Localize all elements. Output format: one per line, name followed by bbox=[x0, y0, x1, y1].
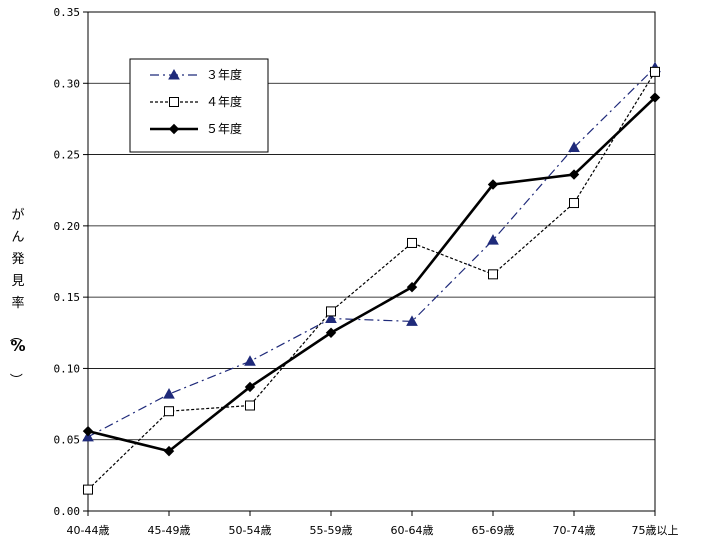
x-tick-label: 70-74歳 bbox=[553, 524, 596, 537]
data-point bbox=[82, 425, 94, 437]
x-tick-label: 65-69歳 bbox=[472, 524, 515, 537]
data-point bbox=[568, 169, 580, 180]
data-point bbox=[169, 97, 179, 107]
x-tick-label: 40-44歳 bbox=[67, 524, 110, 537]
series-2 bbox=[83, 66, 660, 495]
legend-label: ５年度 bbox=[206, 121, 242, 136]
data-point bbox=[325, 312, 337, 324]
data-point bbox=[163, 445, 175, 457]
y-tick-label: 0.25 bbox=[54, 149, 81, 162]
x-tick-label: 45-49歳 bbox=[148, 524, 191, 537]
data-point bbox=[650, 66, 660, 77]
series-group bbox=[82, 61, 661, 495]
legend-label: ３年度 bbox=[206, 67, 242, 82]
data-point bbox=[488, 269, 498, 280]
y-axis-label: がん発見率（%） bbox=[7, 208, 25, 386]
x-tick-label: 75歳以上 bbox=[632, 524, 679, 537]
data-point bbox=[168, 68, 180, 80]
data-point bbox=[569, 198, 579, 209]
y-tick-label: 0.30 bbox=[54, 77, 81, 90]
y-tick-label: 0.15 bbox=[54, 291, 81, 304]
data-point bbox=[406, 315, 418, 326]
data-point bbox=[407, 237, 417, 248]
series-1 bbox=[82, 61, 661, 442]
legend-label: ４年度 bbox=[206, 94, 242, 109]
series-line bbox=[87, 96, 656, 453]
y-tick-label: 0.05 bbox=[54, 434, 81, 447]
data-point bbox=[325, 327, 337, 338]
data-point bbox=[168, 123, 180, 135]
data-point bbox=[487, 234, 499, 245]
data-point bbox=[568, 141, 580, 152]
y-tick-label: 0.20 bbox=[54, 220, 81, 233]
data-point bbox=[164, 406, 174, 417]
data-point bbox=[245, 400, 255, 411]
data-point bbox=[83, 484, 93, 495]
y-axis-ticks: 0.00 0.05 0.10 0.15 0.20 0.25 0.30 0.35 bbox=[54, 6, 88, 518]
y-axis-label-text: がん発見率（%） bbox=[7, 208, 25, 386]
plot-area-frame bbox=[87, 11, 656, 512]
x-tick-label: 60-64歳 bbox=[391, 524, 434, 537]
x-axis-ticks: 40-44歳 45-49歳 50-54歳 55-59歳 60-64歳 65-69歳 70-7… bbox=[67, 511, 679, 537]
data-point bbox=[163, 388, 175, 399]
series-line bbox=[87, 71, 656, 491]
series-3 bbox=[82, 92, 661, 457]
data-point bbox=[649, 92, 661, 103]
y-tick-label: 0.35 bbox=[54, 6, 81, 19]
data-point bbox=[244, 381, 256, 393]
y-tick-label: 0.00 bbox=[54, 505, 81, 518]
data-point bbox=[487, 179, 499, 190]
series-line bbox=[87, 67, 656, 438]
data-point bbox=[406, 281, 418, 293]
x-tick-label: 55-59歳 bbox=[310, 524, 353, 537]
legend: ３年度 ４年度 ５年度 bbox=[129, 58, 269, 153]
data-point bbox=[244, 355, 256, 366]
data-point bbox=[326, 306, 336, 317]
y-tick-label: 0.10 bbox=[54, 362, 81, 375]
x-tick-label: 50-54歳 bbox=[229, 524, 272, 537]
legend-box bbox=[129, 58, 269, 153]
